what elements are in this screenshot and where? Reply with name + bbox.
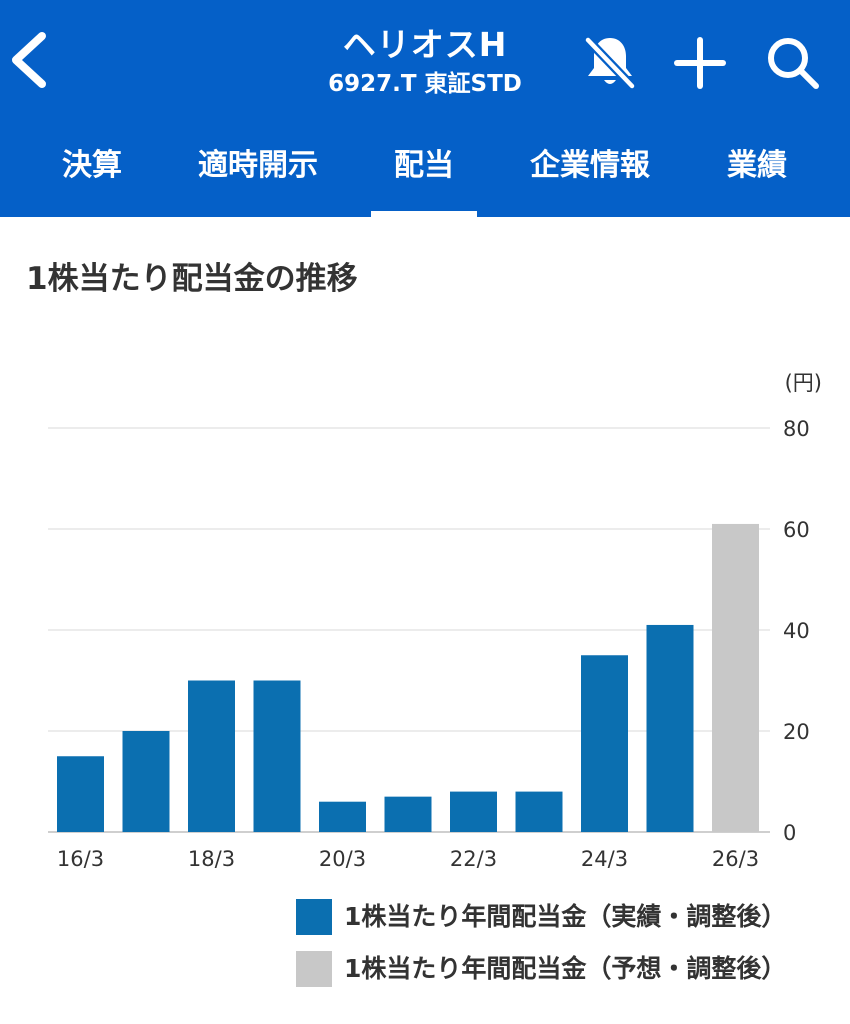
legend-label-actual: 1株当たり年間配当金（実績・調整後） [344,902,787,931]
bar-actual [188,680,235,832]
bar-actual [515,791,563,832]
legend-item-actual: 1株当たり年間配当金（実績・調整後） [296,895,836,947]
ticker-subtitle: 6927.T 東証STD [328,71,522,97]
bell-off-icon [583,35,637,91]
tab-bar: 決算 適時開示 配当 企業情報 業績 [0,130,850,217]
bar-forecast [712,523,759,832]
tab-timely-disclosure[interactable]: 適時開示 [198,148,318,183]
bar-actual [581,655,628,832]
x-tick-label: 18/3 [188,847,235,871]
tab-earnings[interactable]: 決算 [62,148,122,183]
x-tick-label: 20/3 [319,847,366,871]
chart-legend: 1株当たり年間配当金（実績・調整後） 1株当たり年間配当金（予想・調整後） [296,895,836,999]
x-tick-labels: 16/3 18/3 20/3 22/3 24/3 26/3 [57,847,759,871]
legend-swatch-forecast [296,951,332,987]
search-button[interactable] [760,30,824,94]
y-tick-label: 60 [783,518,810,542]
y-tick-label: 80 [783,417,810,441]
legend-label-forecast: 1株当たり年間配当金（予想・調整後） [344,954,787,983]
bar-actual [253,680,301,832]
bar-actual [319,801,366,832]
y-tick-labels: 0 20 40 60 80 [783,417,810,845]
bars [57,523,759,832]
y-tick-label: 20 [783,720,810,744]
bar-actual [57,756,104,832]
active-tab-indicator [371,211,477,217]
x-tick-label: 24/3 [581,847,628,871]
add-button[interactable] [668,30,732,94]
search-icon [768,38,819,89]
section-title: 1株当たり配当金の推移 [26,261,358,297]
y-tick-label: 40 [783,619,810,643]
legend-item-forecast: 1株当たり年間配当金（予想・調整後） [296,947,836,999]
dividend-bar-chart: (円) 0 20 40 60 80 16/3 18/3 20/3 22/3 24/3 26/3 [48,371,822,871]
app-header: ヘリオスH 6927.T 東証STD 決算 適時開示 配当 企業情報 業績 [0,0,850,217]
header-title-group: ヘリオスH 6927.T 東証STD [200,22,650,100]
tab-company-info[interactable]: 企業情報 [530,148,650,183]
back-button[interactable] [2,24,58,96]
plus-icon [674,37,726,89]
notification-toggle-button[interactable] [578,30,642,94]
legend-swatch-actual [296,899,332,935]
bar-actual [450,791,497,832]
x-tick-label: 26/3 [712,847,759,871]
tab-performance[interactable]: 業績 [727,148,787,183]
y-axis-unit-label: (円) [785,371,822,395]
page-title: ヘリオスH [342,25,508,64]
x-tick-label: 16/3 [57,847,104,871]
tab-dividends[interactable]: 配当 [394,148,454,183]
x-tick-label: 22/3 [450,847,497,871]
chevron-left-icon [12,32,46,88]
bar-actual [646,624,694,832]
y-tick-label: 0 [783,821,796,845]
bar-actual [122,731,170,832]
bar-actual [384,796,432,832]
